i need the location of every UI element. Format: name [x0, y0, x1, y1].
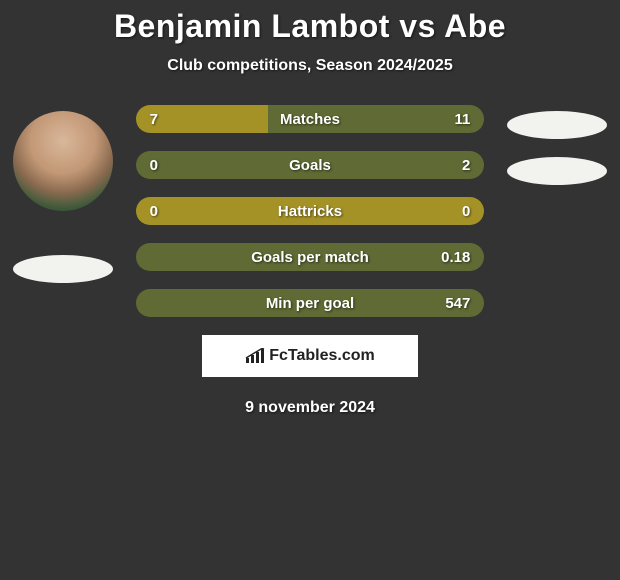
- stat-value-p2: 2: [462, 151, 470, 179]
- content-row: 7 Matches 11 0 Goals 2 0 Hattricks 0: [0, 105, 620, 417]
- player2-column: [502, 105, 612, 185]
- player2-club-badge-2: [507, 157, 607, 185]
- stat-value-p2: 11: [455, 105, 471, 133]
- stat-label: Hattricks: [136, 197, 485, 225]
- stat-value-p2: 0.18: [441, 243, 470, 271]
- stat-bar-goals: 0 Goals 2: [136, 151, 485, 179]
- stat-label: Matches: [136, 105, 485, 133]
- player1-column: [8, 105, 118, 283]
- chart-icon: [245, 348, 265, 364]
- logo-text: FcTables.com: [269, 347, 375, 365]
- stat-label: Goals: [136, 151, 485, 179]
- stat-bar-min-per-goal: Min per goal 547: [136, 289, 485, 317]
- stat-value-p2: 547: [445, 289, 470, 317]
- player1-club-badge: [13, 255, 113, 283]
- date: 9 november 2024: [136, 399, 485, 417]
- stat-value-p2: 0: [462, 197, 470, 225]
- stat-label: Min per goal: [136, 289, 485, 317]
- stats-bars: 7 Matches 11 0 Goals 2 0 Hattricks 0: [136, 105, 485, 417]
- stat-bar-matches: 7 Matches 11: [136, 105, 485, 133]
- comparison-container: Benjamin Lambot vs Abe Club competitions…: [0, 0, 620, 417]
- player1-avatar: [13, 111, 113, 211]
- page-title: Benjamin Lambot vs Abe: [0, 8, 620, 45]
- fctables-logo: FcTables.com: [202, 335, 418, 377]
- stat-bar-hattricks: 0 Hattricks 0: [136, 197, 485, 225]
- player2-club-badge-1: [507, 111, 607, 139]
- stat-label: Goals per match: [136, 243, 485, 271]
- stat-bar-goals-per-match: Goals per match 0.18: [136, 243, 485, 271]
- subtitle: Club competitions, Season 2024/2025: [0, 57, 620, 75]
